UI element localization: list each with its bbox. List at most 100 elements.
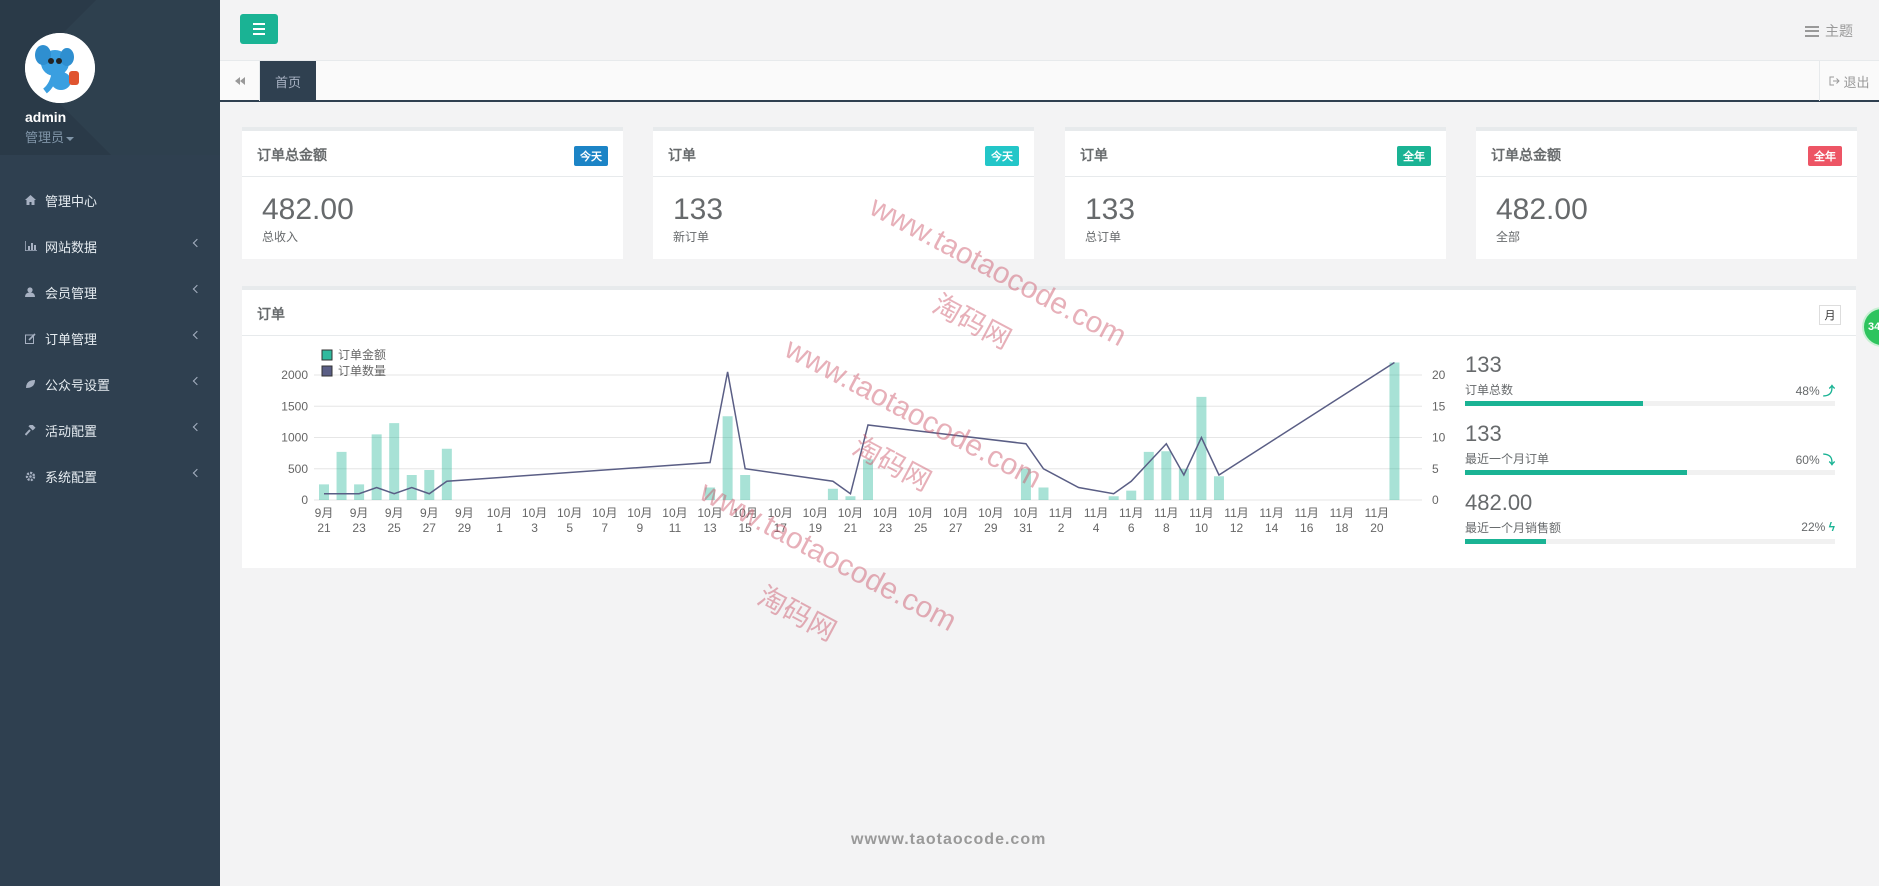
logout-label: 退出 xyxy=(1843,74,1870,90)
y-tick-right: 15 xyxy=(1432,399,1446,413)
period-badge: 全年 xyxy=(1397,146,1431,166)
level-down-icon: ⤵ xyxy=(1822,453,1835,467)
period-badge: 今天 xyxy=(574,146,608,166)
x-tick-month: 11月 xyxy=(1259,506,1283,520)
x-tick-day: 18 xyxy=(1335,521,1349,535)
bar xyxy=(1389,362,1400,500)
admin-role-dropdown[interactable]: 管理员 xyxy=(25,127,75,146)
card-value: 482.00 xyxy=(1496,193,1588,226)
y-tick-right: 10 xyxy=(1432,431,1446,445)
x-tick-day: 25 xyxy=(388,521,402,535)
x-tick-day: 10 xyxy=(1195,521,1209,535)
sidebar-item-label: 系统配置 xyxy=(45,469,98,485)
menu-toggle-button[interactable] xyxy=(240,14,278,44)
admin-name: admin xyxy=(25,109,67,125)
leaf-icon xyxy=(25,379,45,389)
stat-label: 订单总数 xyxy=(1465,383,1514,397)
x-tick-day: 11 xyxy=(669,521,682,535)
stat-value: 133 xyxy=(1465,421,1502,446)
x-tick-month: 11月 xyxy=(1119,506,1143,520)
card-title: 订单总金额 xyxy=(1491,147,1561,163)
x-tick-month: 10月 xyxy=(838,506,863,520)
x-tick-day: 20 xyxy=(1370,521,1384,535)
x-tick-day: 23 xyxy=(352,521,366,535)
x-tick-month: 9月 xyxy=(350,506,369,520)
x-tick-day: 6 xyxy=(1128,521,1135,535)
series-line xyxy=(324,361,1395,495)
user-icon xyxy=(25,287,45,297)
floating-speed-badge[interactable]: 34 xyxy=(1862,307,1879,347)
stat-card-revenue-today: 订单总金额 今天 482.00 总收入 xyxy=(242,127,623,259)
sidebar-item-label: 订单管理 xyxy=(45,331,98,347)
x-tick-day: 7 xyxy=(601,521,608,535)
sidebar-nav: 管理中心 网站数据 会员管理 订单管理 公众号设置 活动配置 xyxy=(0,177,220,499)
x-tick-month: 10月 xyxy=(732,506,757,520)
chevron-left-icon xyxy=(192,284,202,294)
x-tick-month: 10月 xyxy=(908,506,933,520)
stat-label: 最近一个月订单 xyxy=(1465,452,1550,466)
stat-value: 133 xyxy=(1465,352,1502,377)
x-tick-day: 9 xyxy=(637,521,644,535)
x-tick-day: 14 xyxy=(1265,521,1279,535)
progress-fill xyxy=(1465,470,1687,475)
bar-chart-icon xyxy=(25,241,45,251)
top-navbar: 主题 xyxy=(220,0,1879,60)
bar xyxy=(424,470,435,500)
bar xyxy=(1143,451,1154,500)
theme-button[interactable]: 主题 xyxy=(1805,21,1853,41)
legend-label-count: 订单数量 xyxy=(338,363,386,378)
x-tick-day: 19 xyxy=(809,521,823,535)
sidebar-item-site-data[interactable]: 网站数据 xyxy=(0,223,220,269)
x-tick-day: 8 xyxy=(1163,521,1170,535)
bar xyxy=(1126,490,1137,500)
logout-button[interactable]: 退出 xyxy=(1819,61,1879,101)
sidebar-item-members[interactable]: 会员管理 xyxy=(0,269,220,315)
sidebar-item-label: 网站数据 xyxy=(45,239,98,255)
tab-home[interactable]: 首页 xyxy=(260,61,316,101)
floating-badge-value: 34 xyxy=(1868,321,1879,333)
x-tick-month: 10月 xyxy=(1013,506,1038,520)
watermark-brand: 淘码网 xyxy=(752,580,842,648)
x-tick-month: 11月 xyxy=(1154,506,1178,520)
bar xyxy=(845,496,856,500)
avatar[interactable] xyxy=(25,33,95,103)
chevron-left-icon xyxy=(192,330,202,340)
profile-area: admin 管理员 xyxy=(0,0,220,155)
bar xyxy=(1196,396,1207,500)
x-tick-day: 21 xyxy=(317,521,331,535)
sidebar-item-label: 公众号设置 xyxy=(45,377,111,393)
x-tick-month: 10月 xyxy=(522,506,547,520)
orders-chart-panel: 订单 月 0 500 1000 1500 2000 0 5 10 15 20 9月 21 9月 23 9月 2… xyxy=(242,286,1856,568)
sidebar-item-activities[interactable]: 活动配置 xyxy=(0,407,220,453)
sidebar-item-dashboard[interactable]: 管理中心 xyxy=(0,177,220,223)
x-tick-month: 10月 xyxy=(873,506,898,520)
sidebar-item-system[interactable]: 系统配置 xyxy=(0,453,220,499)
caret-down-icon xyxy=(66,136,75,141)
x-tick-month: 9月 xyxy=(385,506,404,520)
period-month-button[interactable]: 月 xyxy=(1819,305,1841,325)
card-subtitle: 新订单 xyxy=(673,230,710,244)
stat-card-revenue-year: 订单总金额 全年 482.00 全部 xyxy=(1476,127,1857,259)
x-tick-day: 17 xyxy=(774,521,788,535)
bar xyxy=(1108,496,1119,500)
tab-scroll-left-button[interactable] xyxy=(220,61,260,101)
double-chevron-left-icon xyxy=(234,77,245,85)
bar xyxy=(705,487,716,500)
sidebar-item-orders[interactable]: 订单管理 xyxy=(0,315,220,361)
x-tick-month: 10月 xyxy=(487,506,512,520)
sidebar-item-official-account[interactable]: 公众号设置 xyxy=(0,361,220,407)
bar xyxy=(389,423,400,500)
card-subtitle: 全部 xyxy=(1496,230,1521,244)
y-tick-left: 0 xyxy=(301,493,308,507)
stat-card-orders-today: 订单 今天 133 新订单 xyxy=(653,127,1034,259)
x-tick-month: 11月 xyxy=(1084,506,1108,520)
stat-label: 最近一个月销售额 xyxy=(1465,521,1562,535)
x-tick-day: 12 xyxy=(1230,521,1244,535)
chevron-left-icon xyxy=(192,468,202,478)
x-tick-month: 9月 xyxy=(420,506,439,520)
x-tick-day: 23 xyxy=(879,521,893,535)
x-tick-day: 25 xyxy=(914,521,928,535)
x-tick-month: 10月 xyxy=(768,506,793,520)
x-tick-day: 31 xyxy=(1019,521,1033,535)
panel-title: 订单 xyxy=(257,306,285,322)
